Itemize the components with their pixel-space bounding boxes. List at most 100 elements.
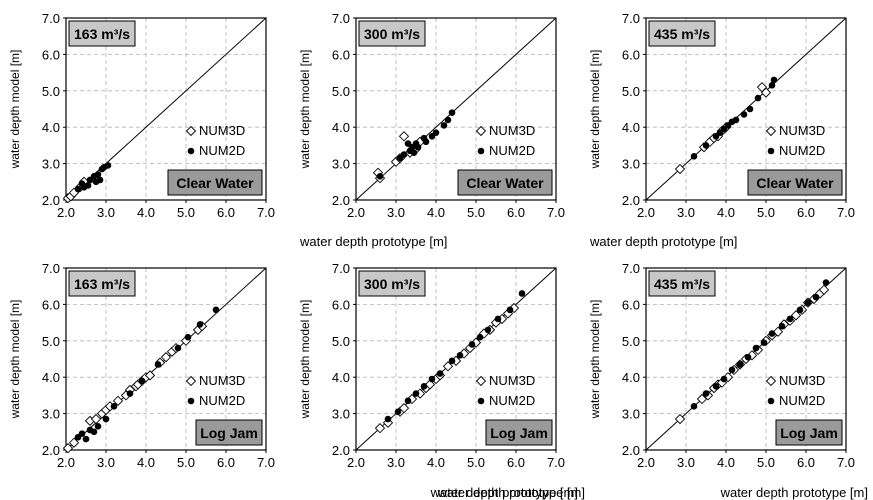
x-tick-label: 7.0 [547, 455, 565, 470]
chart-panel-3: 2.0 3.0 4.0 5.0 6.0 7.0 2.0 3.0 4.0 5.0 6.0 7.0 wate… [588, 11, 855, 249]
legend-num2d-marker [767, 147, 775, 155]
data-point-num2d [94, 423, 102, 430]
x-tick-label: 6.0 [797, 455, 815, 470]
condition-label: Log Jam [490, 425, 548, 441]
condition-label: Log Jam [200, 425, 258, 441]
condition-label-box [747, 169, 843, 196]
x-axis-title: water depth prototype [m] [299, 234, 447, 249]
x-tick-label: 6.0 [797, 205, 815, 220]
data-point-num3d [68, 437, 80, 448]
legend-num2d-marker [477, 397, 485, 405]
x-tick-label: 6.0 [507, 455, 525, 470]
data-point-num2d [440, 122, 448, 129]
data-point-num2d [728, 366, 736, 374]
data-point-num2d [414, 143, 422, 151]
data-point-num2d [518, 290, 526, 297]
data-point-num3d [398, 403, 410, 414]
y-axis-title: water depth model [m] [588, 50, 602, 170]
series-num2d [690, 279, 830, 410]
y-tick-label: 6.0 [42, 297, 60, 312]
x-tick-label: 3.0 [677, 455, 695, 470]
data-point-num2d [94, 171, 102, 178]
data-point-num2d [768, 82, 776, 89]
data-point-num2d [736, 361, 744, 368]
discharge-label-box [358, 270, 426, 297]
data-point-num2d [196, 321, 204, 328]
y-tick-label: 2.0 [622, 443, 640, 458]
legend-num2d-label: NUM2D [779, 393, 825, 408]
y-tick-label: 6.0 [622, 47, 640, 62]
x-tick-label: 4.0 [427, 205, 445, 220]
x-tick-label: 5.0 [467, 205, 485, 220]
y-tick-label: 3.0 [42, 407, 60, 422]
x-tick-label: 6.0 [217, 455, 235, 470]
data-point-num2d [82, 435, 90, 443]
y-tick-label: 3.0 [622, 157, 640, 172]
data-point-num2d [96, 176, 104, 184]
data-point-num2d [476, 333, 484, 341]
y-axis-title: water depth model [m] [298, 50, 312, 170]
condition-label: Clear Water [176, 175, 254, 191]
x-tick-label: 2.0 [57, 205, 75, 220]
data-point-num3d [818, 284, 830, 295]
data-point-num2d [444, 116, 452, 124]
x-tick-label: 3.0 [387, 455, 405, 470]
x-axis-title: water depth prototype [m] [589, 234, 737, 249]
legend-num2d-label: NUM2D [489, 393, 535, 408]
x-tick-label: 6.0 [217, 205, 235, 220]
series-num2d [74, 162, 112, 193]
plot-frame [355, 17, 557, 201]
x-tick-label: 3.0 [677, 205, 695, 220]
data-point-num2d [484, 326, 492, 334]
y-tick-label: 4.0 [332, 120, 350, 135]
condition-label-box [195, 419, 263, 446]
data-point-num2d [138, 377, 146, 385]
y-tick-label: 6.0 [332, 47, 350, 62]
data-point-num2d [768, 330, 776, 337]
legend-num3d-marker [765, 375, 777, 387]
plot-frame [645, 17, 847, 201]
y-axis-title: water depth model [m] [8, 50, 22, 170]
data-point-num2d [448, 357, 456, 365]
data-point-num2d [778, 322, 786, 330]
data-point-num3d [374, 423, 386, 434]
x-tick-label: 5.0 [757, 455, 775, 470]
plot-frame [65, 267, 267, 451]
data-point-num2d [702, 142, 710, 149]
discharge-label-box [648, 270, 716, 297]
discharge-label: 163 m³/s [74, 276, 130, 292]
y-tick-label: 7.0 [332, 11, 350, 26]
data-point-num3d [674, 163, 686, 175]
data-point-num2d [436, 370, 444, 377]
legend-num2d-marker [477, 147, 485, 155]
y-tick-label: 3.0 [622, 407, 640, 422]
legend-num2d-label: NUM2D [779, 143, 825, 158]
chart-panel-6: 2.0 3.0 4.0 5.0 6.0 7.0 2.0 3.0 4.0 5.0 6.0 7.0 wate… [588, 261, 868, 500]
data-point-num2d [744, 353, 752, 361]
condition-label: Clear Water [466, 175, 544, 191]
y-tick-label: 7.0 [332, 261, 350, 276]
data-point-num2d [432, 129, 440, 136]
data-point-num2d [746, 105, 754, 113]
data-point-num2d [822, 279, 830, 286]
legend-num3d-label: NUM3D [489, 373, 535, 388]
legend-num3d-marker [185, 125, 197, 137]
data-point-num2d [494, 315, 502, 323]
x-tick-label: 2.0 [347, 455, 365, 470]
y-tick-label: 2.0 [42, 443, 60, 458]
data-point-num2d [212, 306, 220, 314]
legend-num3d-label: NUM3D [489, 123, 535, 138]
data-point-num2d [456, 352, 464, 359]
legend-num3d-marker [475, 125, 487, 137]
data-point-num2d [84, 182, 92, 189]
y-axis-title: water depth model [m] [298, 300, 312, 420]
data-point-num3d [62, 443, 74, 454]
x-tick-label: 2.0 [637, 455, 655, 470]
reference-line [355, 17, 557, 201]
legend-num2d-label: NUM2D [199, 143, 245, 158]
y-tick-label: 2.0 [332, 443, 350, 458]
data-point-num2d [74, 185, 82, 193]
data-point-num2d [796, 306, 804, 314]
data-point-num2d [506, 306, 514, 314]
